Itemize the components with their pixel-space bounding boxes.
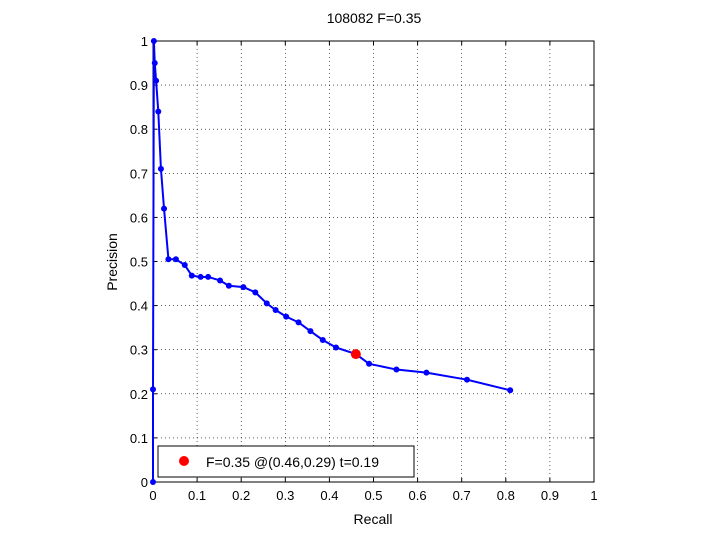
data-point	[295, 319, 302, 326]
y-tick-label: 1	[141, 34, 148, 49]
x-tick-label: 0.9	[541, 488, 559, 503]
y-tick-label: 0.9	[130, 78, 148, 93]
x-tick-label: 1	[590, 488, 597, 503]
legend-text: F=0.35 @(0.46,0.29) t=0.19	[206, 454, 379, 470]
data-point	[225, 282, 232, 289]
data-point	[463, 376, 470, 383]
x-tick-label: 0	[149, 488, 156, 503]
data-point	[263, 300, 270, 307]
x-tick-label: 0.3	[276, 488, 294, 503]
data-point	[319, 336, 326, 343]
data-point	[333, 344, 340, 351]
grid	[153, 41, 594, 482]
y-tick-label: 0.5	[130, 255, 148, 270]
x-tick-label: 0.1	[188, 488, 206, 503]
x-axis-label: Recall	[354, 511, 393, 527]
data-point	[393, 366, 400, 373]
data-point	[272, 307, 279, 314]
data-point	[172, 256, 179, 263]
data-point	[165, 256, 172, 263]
data-point	[240, 284, 247, 291]
x-tick-label: 0.7	[453, 488, 471, 503]
data-point	[151, 60, 158, 67]
data-point	[155, 108, 162, 115]
data-point	[188, 272, 195, 279]
y-tick-label: 0.2	[130, 387, 148, 402]
y-tick-label: 0	[141, 475, 148, 490]
data-point	[507, 387, 514, 394]
legend-marker	[179, 456, 189, 466]
y-tick-label: 0.1	[130, 431, 148, 446]
y-tick-label: 0.6	[130, 210, 148, 225]
y-tick-label: 0.3	[130, 343, 148, 358]
data-point	[157, 165, 164, 172]
legend-box	[157, 445, 415, 478]
data-point	[252, 289, 259, 296]
y-tick-label: 0.7	[130, 166, 148, 181]
series-layer	[150, 38, 514, 485]
x-tick-label: 0.4	[320, 488, 338, 503]
data-point	[150, 479, 156, 485]
data-point	[205, 273, 212, 280]
y-tick-label: 0.8	[130, 122, 148, 137]
data-point	[153, 77, 160, 84]
y-tick-label: 0.4	[130, 299, 148, 314]
chart-title: 108082 F=0.35	[327, 10, 422, 26]
legend: F=0.35 @(0.46,0.29) t=0.19	[157, 445, 415, 478]
y-axis-label: Precision	[104, 233, 120, 291]
data-point	[150, 38, 157, 44]
data-point	[181, 262, 188, 269]
data-point	[161, 205, 168, 212]
x-tick-label: 0.6	[409, 488, 427, 503]
x-tick-label: 0.5	[364, 488, 382, 503]
ticks: 0 0.1 0.2 0.3 0.4 0.5 0.6 0.7 0.8 0.9 1 0 0.1 0.2 0.3 0…	[130, 34, 598, 503]
data-point	[197, 273, 204, 280]
x-tick-label: 0.8	[497, 488, 515, 503]
data-point	[283, 313, 290, 320]
data-point	[423, 369, 430, 376]
data-point	[150, 386, 156, 393]
data-point	[307, 328, 314, 335]
data-point	[366, 360, 373, 367]
data-point	[217, 277, 224, 284]
best-f-point	[350, 349, 361, 360]
x-tick-label: 0.2	[232, 488, 250, 503]
